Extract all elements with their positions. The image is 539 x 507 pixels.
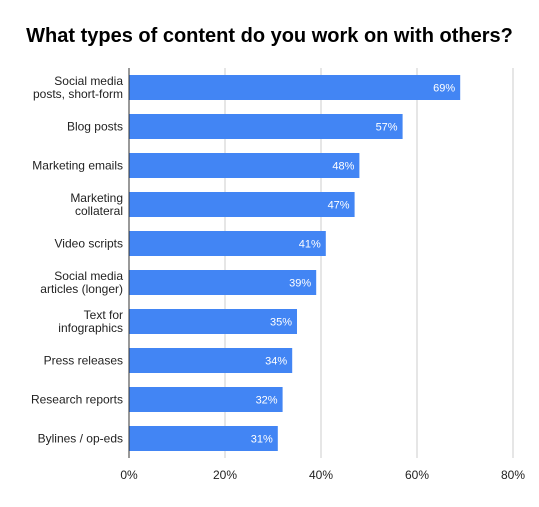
data-label: 39% — [289, 278, 311, 290]
data-label: 41% — [299, 239, 321, 251]
x-tick-label: 20% — [213, 468, 237, 482]
category-label: Research reports — [31, 393, 123, 407]
bar — [129, 426, 278, 451]
category-label: Text for — [84, 308, 123, 322]
category-label: Video scripts — [55, 237, 123, 251]
x-tick-label: 40% — [309, 468, 333, 482]
category-label: Bylines / op-eds — [38, 432, 123, 446]
data-label: 34% — [265, 356, 287, 368]
category-label: Social media — [54, 269, 123, 283]
data-label: 57% — [376, 122, 398, 134]
category-label: Press releases — [44, 354, 123, 368]
bar — [129, 309, 297, 334]
bar — [129, 270, 317, 295]
data-label: 31% — [251, 434, 273, 446]
bar — [129, 114, 403, 139]
category-label: Marketing emails — [32, 159, 123, 173]
bar — [129, 192, 355, 217]
data-label: 48% — [332, 161, 354, 173]
bar — [129, 387, 283, 412]
category-label: Social media — [54, 74, 123, 88]
bar — [129, 75, 461, 100]
x-tick-label: 80% — [501, 468, 525, 482]
category-label: Blog posts — [67, 120, 123, 134]
category-label: articles (longer) — [40, 282, 123, 296]
category-label: Marketing — [70, 191, 123, 205]
category-label: infographics — [58, 321, 123, 335]
data-label: 69% — [433, 83, 455, 95]
bar — [129, 348, 293, 373]
bar — [129, 231, 326, 256]
chart-title: What types of content do you work on wit… — [26, 25, 513, 47]
data-label: 32% — [256, 395, 278, 407]
data-label: 47% — [328, 200, 350, 212]
x-tick-label: 60% — [405, 468, 429, 482]
x-tick-label: 0% — [120, 468, 138, 482]
category-label: posts, short-form — [33, 87, 123, 101]
data-label: 35% — [270, 317, 292, 329]
bar — [129, 153, 360, 178]
category-label: collateral — [75, 204, 123, 218]
